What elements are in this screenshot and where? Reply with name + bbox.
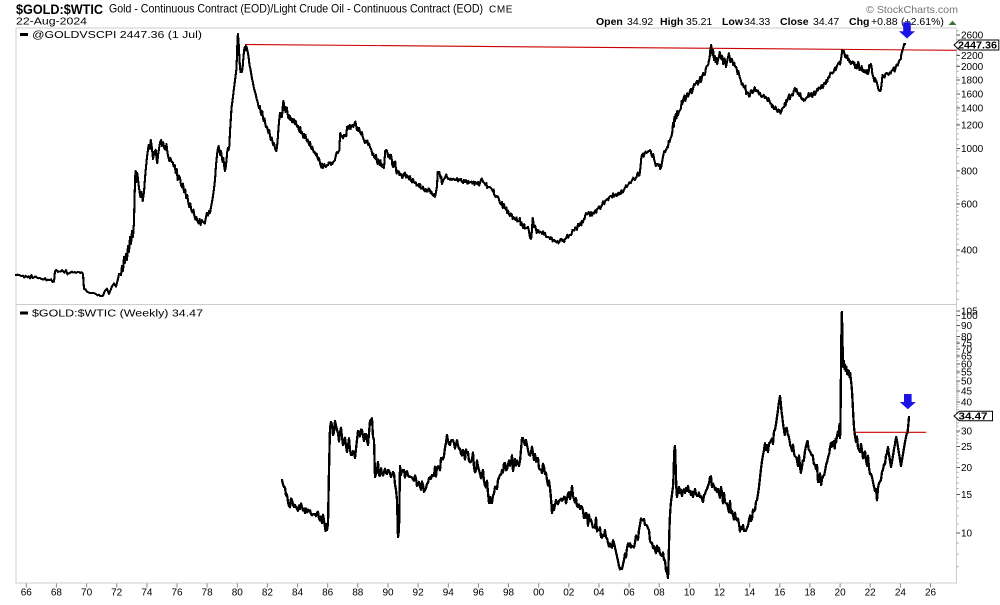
svg-text:00: 00 — [533, 588, 545, 599]
svg-text:35.21: 35.21 — [686, 16, 712, 28]
svg-text:10: 10 — [684, 588, 696, 599]
svg-text:12: 12 — [714, 588, 726, 599]
svg-text:02: 02 — [563, 588, 575, 599]
svg-text:04: 04 — [593, 588, 605, 599]
svg-text:25: 25 — [961, 442, 973, 453]
svg-text:75: 75 — [961, 339, 973, 350]
svg-text:90: 90 — [382, 588, 394, 599]
svg-text:88: 88 — [352, 588, 364, 599]
svg-text:100: 100 — [961, 311, 978, 322]
svg-text:24: 24 — [895, 588, 907, 599]
svg-text:50: 50 — [961, 377, 973, 388]
svg-text:Close: Close — [780, 16, 809, 28]
svg-text:105: 105 — [961, 307, 978, 318]
svg-text:CME: CME — [489, 5, 513, 16]
svg-text:34.47: 34.47 — [813, 16, 839, 28]
svg-text:72: 72 — [111, 588, 123, 599]
svg-text:34.92: 34.92 — [627, 16, 653, 28]
svg-text:1800: 1800 — [961, 76, 984, 87]
svg-text:Open: Open — [596, 16, 623, 28]
svg-text:High: High — [660, 16, 683, 28]
svg-text:60: 60 — [961, 360, 973, 371]
svg-text:70: 70 — [961, 345, 973, 356]
svg-text:2600: 2600 — [961, 31, 984, 42]
svg-text:98: 98 — [503, 588, 515, 599]
svg-text:1400: 1400 — [961, 104, 984, 115]
svg-text:26: 26 — [925, 588, 937, 599]
svg-text:@GOLDVSCPI 2447.36 (1 Jul): @GOLDVSCPI 2447.36 (1 Jul) — [32, 30, 202, 41]
svg-text:14: 14 — [744, 588, 756, 599]
svg-text:70: 70 — [81, 588, 93, 599]
svg-text:78: 78 — [202, 588, 214, 599]
svg-text:30: 30 — [961, 427, 973, 438]
svg-text:400: 400 — [961, 246, 978, 257]
svg-text:$GOLD:$WTIC (Weekly) 34.47: $GOLD:$WTIC (Weekly) 34.47 — [32, 309, 204, 320]
svg-text:Gold - Continuous Contract (EO: Gold - Continuous Contract (EOD)/Light C… — [109, 2, 483, 16]
svg-text:22: 22 — [865, 588, 877, 599]
svg-text:06: 06 — [624, 588, 636, 599]
svg-text:600: 600 — [961, 200, 978, 211]
svg-text:2000: 2000 — [961, 62, 984, 73]
svg-text:2200: 2200 — [961, 51, 984, 62]
svg-text:1200: 1200 — [961, 121, 984, 132]
svg-text:66: 66 — [21, 588, 33, 599]
svg-text:20: 20 — [835, 588, 847, 599]
svg-text:74: 74 — [141, 588, 153, 599]
svg-text:94: 94 — [443, 588, 455, 599]
svg-text:80: 80 — [961, 332, 973, 343]
svg-text:40: 40 — [961, 398, 973, 409]
svg-text:10: 10 — [961, 529, 973, 540]
svg-text:18: 18 — [804, 588, 816, 599]
svg-text:© StockCharts.com: © StockCharts.com — [866, 4, 958, 16]
svg-text:92: 92 — [413, 588, 425, 599]
svg-text:65: 65 — [961, 352, 973, 363]
svg-text:68: 68 — [51, 588, 63, 599]
svg-text:84: 84 — [292, 588, 304, 599]
svg-text:86: 86 — [322, 588, 334, 599]
svg-text:45: 45 — [961, 387, 973, 398]
svg-text:96: 96 — [473, 588, 485, 599]
svg-text:22-Aug-2024: 22-Aug-2024 — [16, 16, 87, 28]
svg-text:34.47: 34.47 — [959, 411, 988, 423]
svg-text:16: 16 — [774, 588, 786, 599]
svg-text:800: 800 — [961, 167, 978, 178]
svg-text:1600: 1600 — [961, 90, 984, 101]
svg-text:2447.36: 2447.36 — [958, 40, 997, 52]
svg-text:90: 90 — [961, 321, 973, 332]
svg-text:+0.88: +0.88 — [871, 16, 898, 28]
svg-text:15: 15 — [961, 490, 973, 501]
svg-text:(+2.61%): (+2.61%) — [901, 16, 944, 28]
svg-text:82: 82 — [262, 588, 274, 599]
svg-text:34.33: 34.33 — [744, 16, 770, 28]
svg-text:08: 08 — [654, 588, 666, 599]
svg-text:$GOLD:$WTIC: $GOLD:$WTIC — [16, 2, 103, 17]
svg-text:76: 76 — [171, 588, 183, 599]
svg-text:20: 20 — [961, 463, 973, 474]
svg-text:Chg: Chg — [849, 16, 869, 28]
svg-text:55: 55 — [961, 368, 973, 379]
svg-text:1000: 1000 — [961, 144, 984, 155]
svg-text:80: 80 — [232, 588, 244, 599]
svg-text:Low: Low — [722, 16, 744, 28]
